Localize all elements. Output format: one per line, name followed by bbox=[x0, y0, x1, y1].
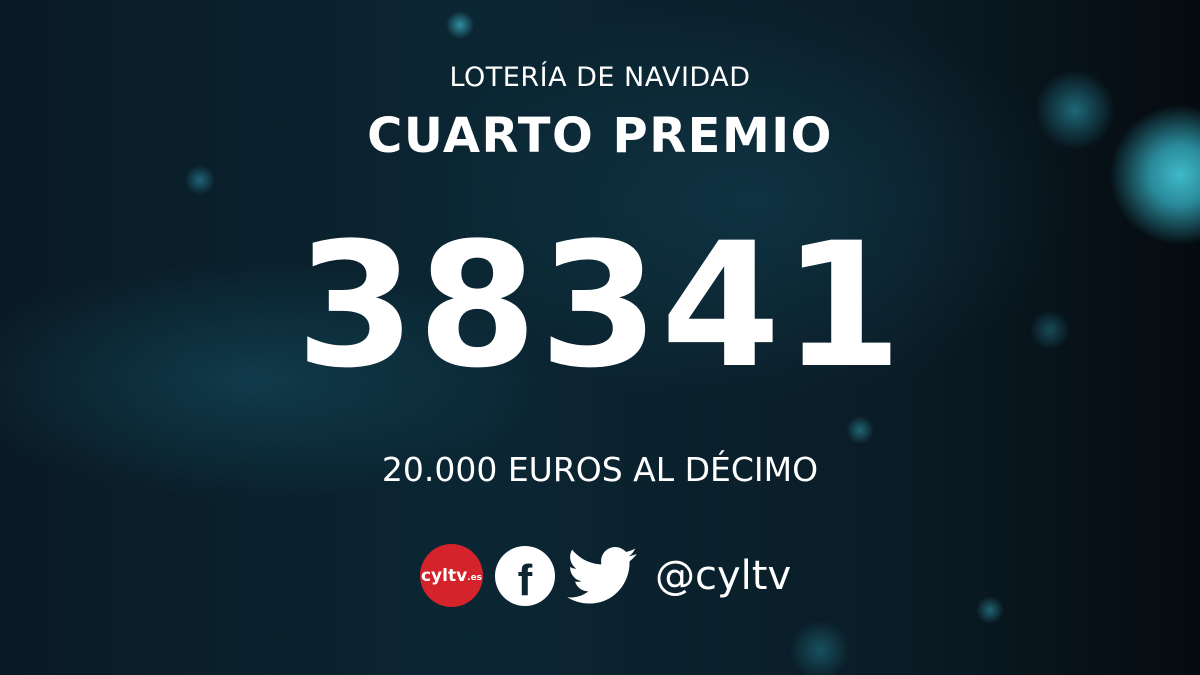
cyltv-logo: cyltv .es bbox=[420, 544, 483, 607]
facebook-icon: f bbox=[495, 545, 555, 606]
title: CUARTO PREMIO bbox=[367, 108, 833, 164]
social-bar: cyltv .es f @cyltv bbox=[420, 544, 791, 607]
logo-text: cyltv bbox=[420, 565, 468, 586]
winning-number: 38341 bbox=[295, 205, 905, 406]
twitter-icon bbox=[567, 546, 637, 604]
subtitle: LOTERÍA DE NAVIDAD bbox=[449, 62, 751, 93]
prize-amount: 20.000 EUROS AL DÉCIMO bbox=[381, 450, 819, 489]
social-handle: @cyltv bbox=[655, 552, 792, 599]
logo-suffix: .es bbox=[467, 573, 483, 583]
